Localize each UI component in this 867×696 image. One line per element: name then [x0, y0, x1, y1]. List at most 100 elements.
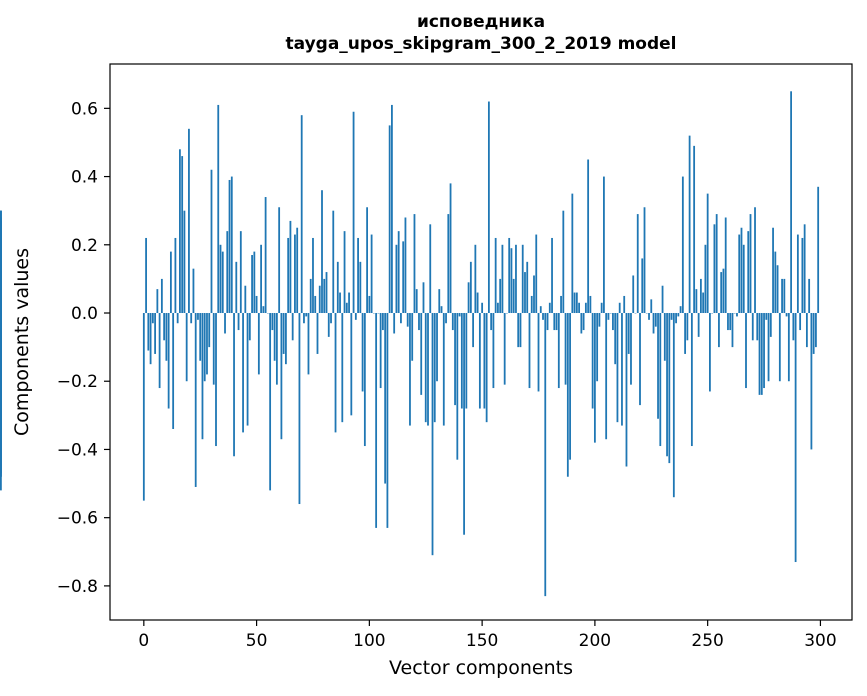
bar-287: [790, 91, 792, 314]
bar-293: [803, 224, 806, 314]
bar-142: [463, 313, 465, 535]
bar-22: [192, 268, 195, 313]
bar-188: [566, 313, 569, 477]
bar-166: [517, 313, 520, 348]
bar-243: [690, 313, 693, 447]
bar-228: [657, 313, 659, 419]
bar-135: [447, 214, 450, 314]
bar-95: [357, 237, 359, 313]
bar-294: [805, 313, 808, 348]
bar-193: [578, 302, 580, 313]
bar-50: [255, 295, 258, 314]
bar-58: [273, 313, 276, 361]
bar-106: [381, 313, 384, 331]
bar-90: [345, 302, 348, 313]
bar-14: [174, 237, 177, 313]
bar-137: [451, 313, 454, 331]
bar-7: [158, 313, 161, 389]
bar-77: [316, 313, 319, 354]
bar-271: [754, 207, 756, 313]
bar-28: [206, 313, 208, 375]
bar-0: [142, 313, 145, 501]
bar-296: [810, 313, 813, 450]
bar-4: [151, 313, 154, 324]
bar-69: [298, 313, 301, 505]
bar-290: [796, 234, 799, 313]
x-axis-ticks: 0 50 100 150 200 250 300: [138, 620, 837, 651]
bar-162: [508, 237, 511, 313]
bar-110: [391, 104, 393, 314]
bar-174: [535, 234, 538, 313]
bar-121: [415, 289, 418, 314]
bar-43: [239, 231, 242, 314]
bar-289: [794, 313, 797, 563]
bar-113: [397, 231, 400, 314]
bar-101: [370, 234, 373, 313]
bar-33: [217, 104, 220, 314]
bar-222: [643, 207, 646, 313]
y-axis-label: Components values: [11, 247, 33, 437]
bar-297: [812, 313, 815, 354]
bar-37: [226, 231, 229, 314]
bar-177: [542, 313, 544, 320]
bar-79: [321, 190, 323, 314]
chart-title: исповедника: [416, 12, 546, 32]
bar-245: [695, 289, 698, 314]
bar-179: [546, 313, 549, 331]
bar-149: [478, 313, 481, 409]
bar-204: [603, 176, 605, 313]
bar-234: [670, 313, 673, 320]
bar-183: [555, 313, 558, 331]
bar-100: [368, 295, 371, 314]
bar-259: [727, 313, 729, 331]
bar-74: [309, 278, 312, 314]
bar-256: [720, 272, 723, 313]
bar-76: [314, 295, 317, 314]
bar-3: [149, 313, 152, 365]
bar-224: [648, 313, 650, 320]
bar-18: [183, 210, 186, 313]
bar-71: [303, 313, 305, 324]
bar-122: [418, 313, 420, 331]
bar-undefined: [0, 210, 2, 313]
bar-23: [194, 313, 197, 487]
chart-subtitle: tayga_upos_skipgram_300_2_2019 model: [285, 34, 677, 54]
bar-258: [724, 217, 727, 314]
bar-67: [294, 234, 296, 313]
bar-10: [165, 313, 168, 361]
bar-192: [575, 292, 578, 314]
bar-202: [598, 313, 601, 327]
bar-57: [271, 313, 274, 331]
bar-128: [431, 313, 434, 556]
bar-144: [467, 282, 470, 314]
bar-158: [499, 278, 502, 314]
x-axis-label: Vector components: [389, 657, 573, 679]
bar-21: [190, 313, 193, 324]
bar-39: [230, 176, 233, 313]
bar-274: [760, 313, 763, 395]
bar-235: [672, 313, 675, 498]
bar-115: [402, 241, 405, 313]
bar-206: [607, 313, 610, 320]
bar-253: [713, 224, 716, 314]
bar-13: [172, 313, 175, 429]
bar-17: [181, 156, 184, 314]
bar-20: [188, 128, 190, 314]
bar-73: [307, 313, 310, 375]
bar-165: [515, 244, 517, 314]
bar-130: [436, 313, 438, 382]
bar-108: [386, 313, 389, 528]
bar-197: [587, 159, 590, 314]
bar-195: [582, 313, 585, 331]
bar-272: [756, 313, 759, 341]
bar-211: [618, 302, 621, 313]
bar-233: [668, 313, 671, 464]
bar-232: [666, 313, 668, 457]
bar-292: [801, 237, 804, 313]
bar-171: [528, 313, 531, 389]
bar-295: [808, 278, 811, 314]
bar-59: [275, 313, 278, 385]
bar-299: [817, 186, 820, 314]
bar-41: [235, 261, 238, 314]
